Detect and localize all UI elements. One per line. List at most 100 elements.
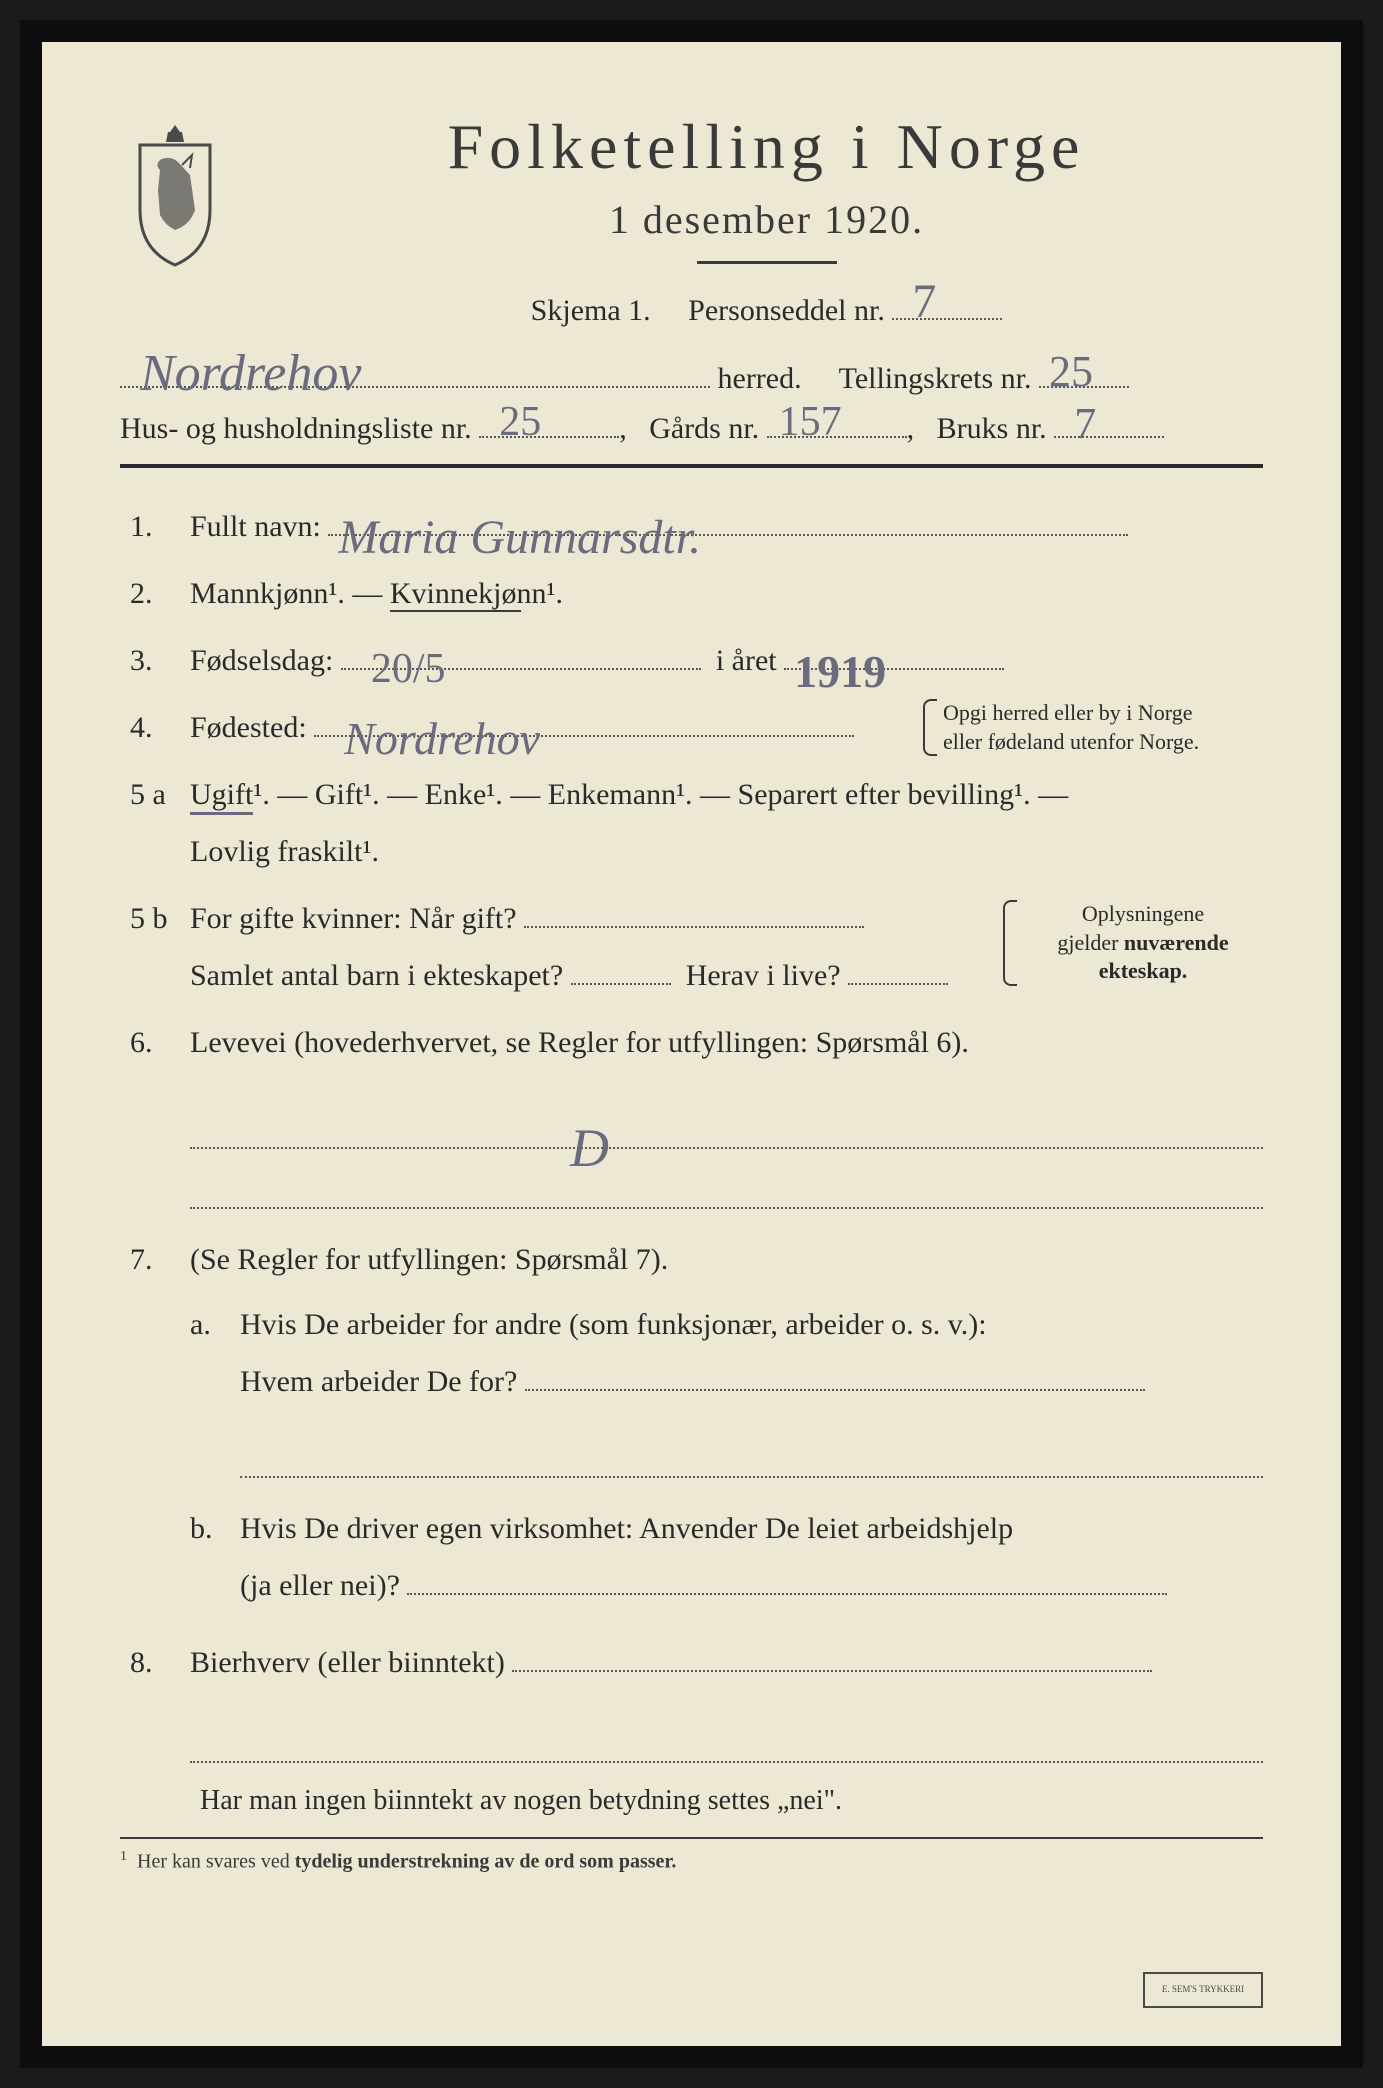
- herred-line: Nordrehov herred. Tellingskrets nr. 25: [120, 358, 1263, 396]
- q4-field: Nordrehov: [314, 707, 854, 737]
- herred-value: Nordrehov: [140, 344, 361, 403]
- q3-year-field: 1919: [784, 640, 1004, 670]
- section-rule: [120, 464, 1263, 468]
- q3-day-field: 20/5: [341, 640, 701, 670]
- footer-note: Har man ingen biinntekt av nogen betydni…: [200, 1785, 1263, 1817]
- husliste-field: 25: [479, 408, 619, 438]
- skjema-label: Skjema 1.: [531, 294, 651, 327]
- coat-of-arms-icon: [120, 120, 230, 270]
- personseddel-label: Personseddel nr.: [688, 294, 885, 327]
- q1-label: Fullt navn:: [190, 510, 321, 543]
- q2-num: 2.: [120, 565, 190, 622]
- q7-num: 7.: [120, 1231, 190, 1288]
- husliste-value: 25: [499, 398, 541, 446]
- q4-note-line2: eller fødeland utenfor Norge.: [943, 728, 1263, 757]
- q3-body: Fødselsdag: 20/5 i året 1919: [190, 632, 1263, 689]
- q4-num: 4.: [120, 699, 190, 756]
- q7b-label1: Hvis De driver egen virksomhet: Anvender…: [240, 1500, 1263, 1557]
- q6-field2: [190, 1161, 1263, 1209]
- q6-num: 6.: [120, 1014, 190, 1071]
- q7a-line2: Hvem arbeider De for?: [240, 1353, 1263, 1410]
- personseddel-field: 7: [892, 290, 1002, 320]
- herred-field: Nordrehov: [120, 358, 710, 388]
- q5a-options2: Lovlig fraskilt¹.: [190, 823, 1263, 880]
- footnote-rule: [120, 1837, 1263, 1839]
- q7a-body: Hvis De arbeider for andre (som funksjon…: [240, 1296, 1263, 1490]
- footnote-num: 1: [120, 1849, 127, 1864]
- q5a-num: 5 a: [120, 766, 190, 823]
- question-4: 4. Fødested: Nordrehov Opgi herred eller…: [120, 699, 1263, 756]
- bruks-field: 7: [1054, 408, 1164, 438]
- main-title: Folketelling i Norge: [270, 110, 1263, 184]
- question-3: 3. Fødselsdag: 20/5 i året 1919: [120, 632, 1263, 689]
- q2-label-k: Kvinnekjønn¹.: [390, 577, 563, 610]
- q8-field: [512, 1642, 1152, 1672]
- personseddel-value: 7: [912, 274, 936, 329]
- q8-label: Bierhverv (eller biinntekt): [190, 1646, 505, 1679]
- q7b: b. Hvis De driver egen virksomhet: Anven…: [190, 1500, 1263, 1614]
- gards-field: 157: [767, 408, 907, 438]
- q1-num: 1.: [120, 498, 190, 555]
- q6-body: Levevei (hovederhvervet, se Regler for u…: [190, 1014, 1263, 1221]
- q4-note-line1: Opgi herred eller by i Norge: [943, 699, 1263, 728]
- q5b-note-line1: Oplysningene: [1023, 900, 1263, 929]
- question-5a: 5 a Ugift¹. — Gift¹. — Enke¹. — Enkemann…: [120, 766, 1263, 880]
- q3-num: 3.: [120, 632, 190, 689]
- title-block: Folketelling i Norge 1 desember 1920. Sk…: [270, 110, 1263, 338]
- q8-field2: [190, 1715, 1263, 1763]
- q7b-body: Hvis De driver egen virksomhet: Anvender…: [240, 1500, 1263, 1614]
- q7b-label2: (ja eller nei)?: [240, 1569, 400, 1602]
- question-7: 7. (Se Regler for utfyllingen: Spørsmål …: [120, 1231, 1263, 1624]
- printer-stamp: E. SEM'S TRYKKERI: [1143, 1972, 1263, 2008]
- q5a-body: Ugift¹. — Gift¹. — Enke¹. — Enkemann¹. —…: [190, 766, 1263, 880]
- gards-label: Gårds nr.: [649, 412, 759, 445]
- skjema-line: Skjema 1. Personseddel nr. 7: [270, 290, 1263, 328]
- q5b-label2: Samlet antal barn i ekteskapet?: [190, 959, 563, 992]
- hus-line: Hus- og husholdningsliste nr. 25 , Gårds…: [120, 408, 1263, 446]
- q7b-line2: (ja eller nei)?: [240, 1557, 1263, 1614]
- herred-label: herred.: [718, 362, 802, 395]
- header-block: Folketelling i Norge 1 desember 1920. Sk…: [120, 110, 1263, 338]
- q7a-field: [525, 1361, 1145, 1391]
- q7b-num: b.: [190, 1500, 240, 1557]
- q7a: a. Hvis De arbeider for andre (som funks…: [190, 1296, 1263, 1490]
- title-rule: [697, 261, 837, 264]
- q5b-note-line2: gjelder nuværende: [1023, 929, 1263, 958]
- q5b-note-line3: ekteskap.: [1023, 957, 1263, 986]
- subtitle: 1 desember 1920.: [270, 196, 1263, 243]
- q5a-selected: Ugift: [190, 778, 253, 815]
- tellingskrets-label: Tellingskrets nr.: [839, 362, 1032, 395]
- gards-value: 157: [779, 398, 842, 446]
- q8-num: 8.: [120, 1634, 190, 1691]
- q7a-label2: Hvem arbeider De for?: [240, 1365, 517, 1398]
- q7a-field2: [240, 1430, 1263, 1478]
- q3-year-value: 1919: [794, 628, 886, 715]
- q5b-label3: Herav i live?: [686, 959, 841, 992]
- q1-field: Maria Gunnarsdtr.: [328, 506, 1128, 536]
- bruks-label: Bruks nr.: [937, 412, 1047, 445]
- question-8: 8. Bierhverv (eller biinntekt): [120, 1634, 1263, 1775]
- q4-label: Fødested:: [190, 711, 307, 744]
- q5b-field3: [848, 955, 948, 985]
- q8-body: Bierhverv (eller biinntekt): [190, 1634, 1263, 1775]
- kvinne-underline: [390, 610, 521, 612]
- q6-label: Levevei (hovederhvervet, se Regler for u…: [190, 1026, 969, 1059]
- q1-value: Maria Gunnarsdtr.: [338, 492, 701, 583]
- q7a-num: a.: [190, 1296, 240, 1353]
- q5b-num: 5 b: [120, 890, 190, 947]
- q6-field1: D: [190, 1101, 1263, 1149]
- question-6: 6. Levevei (hovederhvervet, se Regler fo…: [120, 1014, 1263, 1221]
- husliste-label: Hus- og husholdningsliste nr.: [120, 412, 472, 445]
- bruks-value: 7: [1074, 398, 1096, 449]
- tellingskrets-field: 25: [1039, 358, 1129, 388]
- question-1: 1. Fullt navn: Maria Gunnarsdtr.: [120, 498, 1263, 555]
- q5b-label1: For gifte kvinner: Når gift?: [190, 902, 517, 935]
- tellingskrets-value: 25: [1049, 346, 1093, 397]
- question-5b: 5 b Oplysningene gjelder nuværende ektes…: [120, 890, 1263, 1004]
- footnote: 1 Her kan svares ved tydelig understrekn…: [120, 1849, 1263, 1874]
- q3-label: Fødselsdag:: [190, 644, 333, 677]
- q7a-label1: Hvis De arbeider for andre (som funksjon…: [240, 1296, 1263, 1353]
- q2-label-k-wrap: Kvinnekjønn¹.: [390, 577, 563, 610]
- q4-body: Fødested: Nordrehov Opgi herred eller by…: [190, 699, 1263, 756]
- q7-body: (Se Regler for utfyllingen: Spørsmål 7).…: [190, 1231, 1263, 1624]
